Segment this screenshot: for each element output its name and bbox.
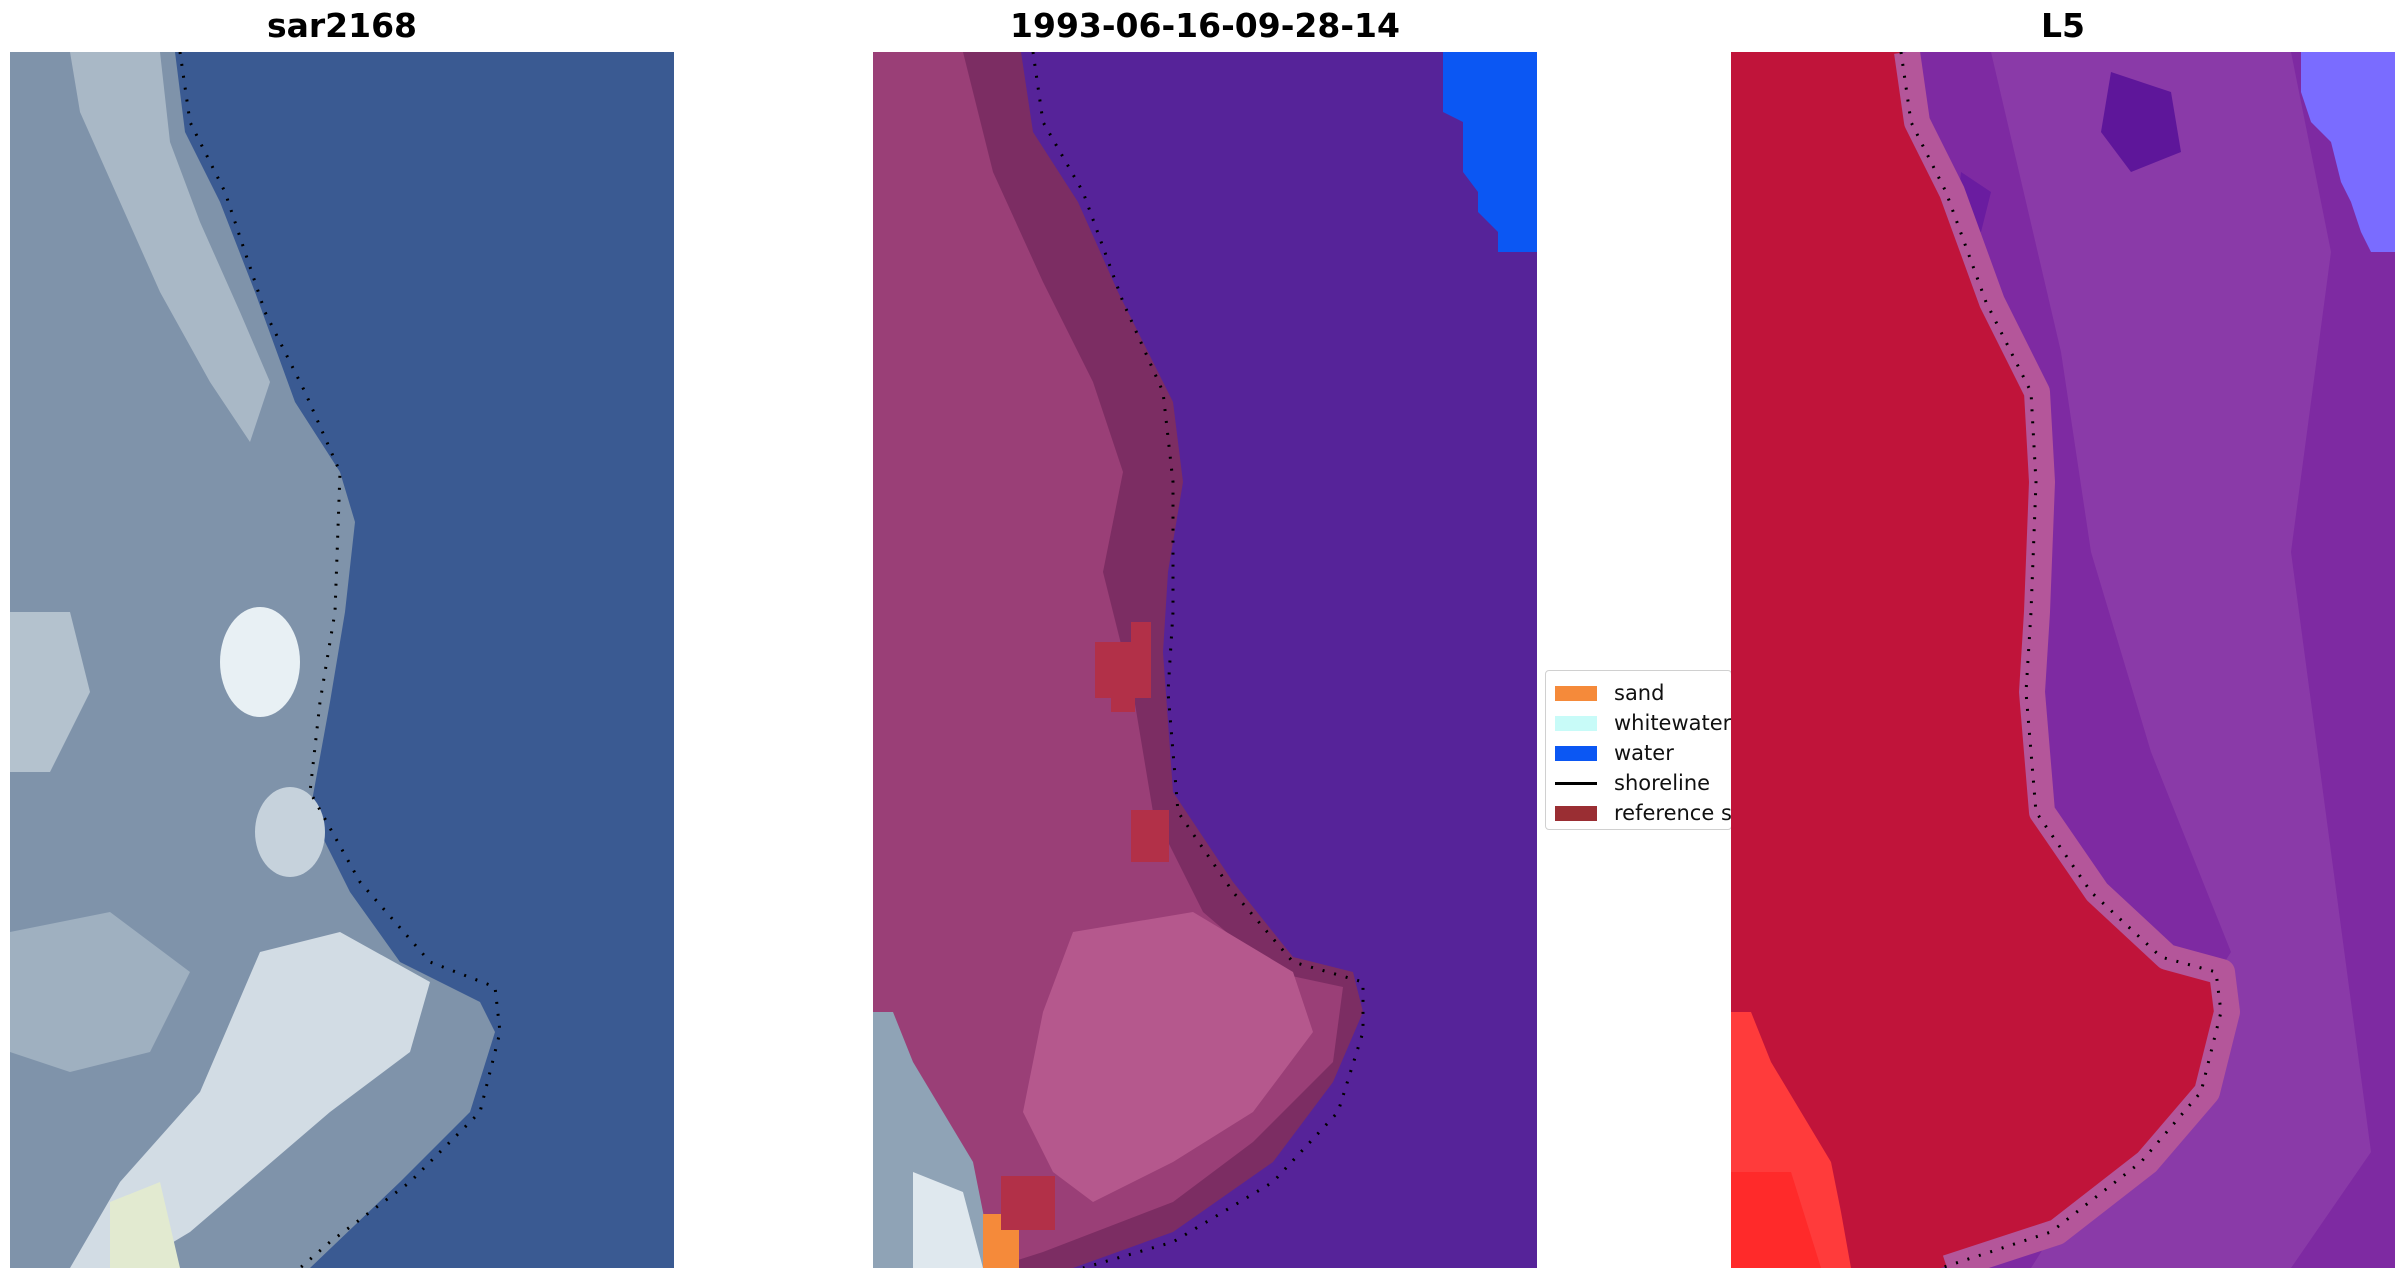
- legend-label-water: water: [1614, 741, 1674, 765]
- legend-label-shoreline: shoreline: [1614, 771, 1711, 795]
- legend-label-whitewater: whitewater: [1614, 711, 1732, 735]
- legend-item-shoreline: shoreline: [1546, 768, 1710, 798]
- legend-label-sand: sand: [1614, 681, 1665, 705]
- shoreline-line-swatch: [1555, 781, 1597, 785]
- legend: sand whitewater water shoreline referenc…: [1545, 670, 1732, 830]
- panel-title-rgb: sar2168: [266, 6, 418, 45]
- reference-swatch: [1555, 805, 1597, 821]
- classified-image: [873, 52, 1537, 1268]
- legend-item-whitewater: whitewater: [1546, 708, 1731, 738]
- sand-swatch: [1555, 685, 1597, 701]
- classified-image-panel: [873, 52, 1537, 1268]
- rgb-image-panel: [10, 52, 674, 1268]
- legend-item-reference: reference s: [1546, 798, 1732, 828]
- whitewater-swatch: [1555, 715, 1597, 731]
- index-image-panel: [1731, 52, 2395, 1268]
- legend-item-sand: sand: [1546, 678, 1664, 708]
- index-image: [1731, 52, 2395, 1268]
- rgb-image: [10, 52, 674, 1268]
- legend-label-reference: reference s: [1614, 801, 1732, 825]
- legend-item-water: water: [1546, 738, 1674, 768]
- water-swatch: [1555, 745, 1597, 761]
- panel-title-classified: 1993-06-16-09-28-14: [1010, 6, 1400, 45]
- panel-title-mndwi: L5: [2041, 6, 2085, 45]
